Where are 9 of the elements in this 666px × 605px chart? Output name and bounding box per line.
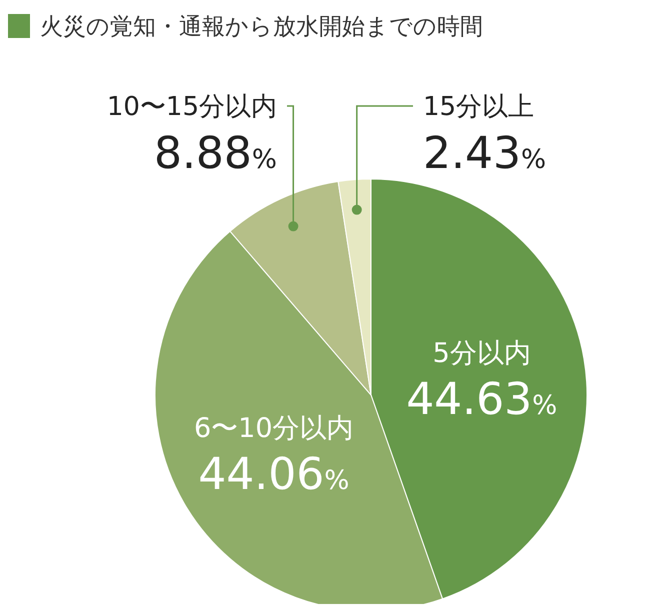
slice-label: 6〜10分以内: [194, 413, 354, 444]
data-label: 8.88%: [154, 128, 277, 179]
data-label: 44.63%: [406, 374, 558, 426]
slice-label: 10〜15分以内: [106, 92, 277, 122]
data-label: 2.43%: [423, 128, 546, 179]
data-label: 44.06%: [198, 449, 350, 500]
chart-title: 火災の覚知・通報から放水開始までの時間: [40, 12, 483, 42]
slice-label: 5分以内: [432, 338, 531, 370]
slice-label: 15分以上: [423, 92, 534, 122]
